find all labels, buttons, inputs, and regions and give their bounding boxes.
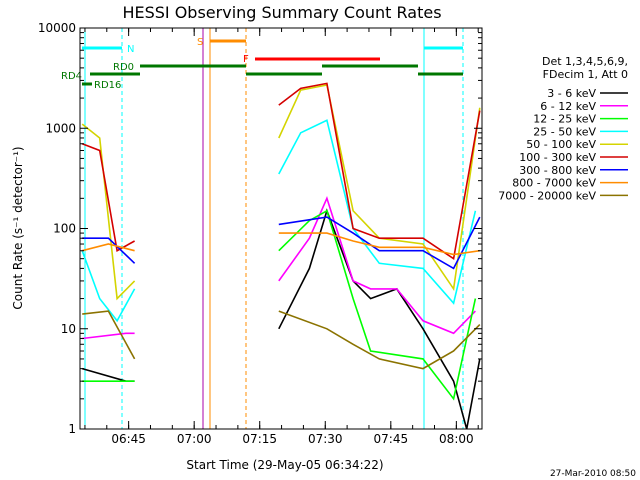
x-tick-label: 07:30 [308,432,343,446]
y-tick-label: 10 [61,322,76,336]
annotations: N S F RD4 RD0 RD16 [61,37,249,91]
legend-label: 50 - 100 keV [526,138,596,151]
series-line [81,123,136,301]
series-line [81,250,136,323]
series-line [82,243,135,252]
y-tick-label: 1 [68,422,76,436]
chart-title: HESSI Observing Summary Count Rates [122,3,441,22]
series-line [278,84,481,292]
legend-label: 25 - 50 keV [533,125,596,138]
annotation-rd4: RD4 [61,71,82,82]
series-line [82,310,136,360]
series-line [278,196,476,335]
series-line [278,232,480,256]
legend-header-1: Det 1,3,4,5,6,9, [542,55,628,68]
x-tick-label: 07:45 [374,432,409,446]
series-line [278,208,481,430]
x-tick-label: 07:15 [242,432,277,446]
x-tick-label: 06:45 [111,432,146,446]
x-axis-label: Start Time (29-May-05 06:34:22) [186,458,383,472]
series-line [81,143,135,252]
legend-label: 6 - 12 keV [540,100,596,113]
y-tick-label: 100 [53,222,76,236]
x-tick-label: 07:00 [177,432,212,446]
series-line [278,310,481,370]
legend: Det 1,3,4,5,6,9, FDecim 1, Att 0 3 - 6 k… [498,55,628,202]
series-lines [81,82,481,430]
legend-label: 7000 - 20000 keV [498,189,596,202]
plot-frame [79,27,483,430]
annotation-f: F [243,54,249,65]
x-tick-label: 08:00 [439,432,474,446]
y-axis-label: Count Rate (s⁻¹ detector⁻¹) [11,146,25,309]
legend-label: 800 - 7000 keV [512,177,596,190]
annotation-rd0: RD0 [113,62,134,73]
series-line [278,119,477,305]
status-bars [82,28,464,429]
legend-label: 12 - 25 keV [533,113,596,126]
legend-header-2: FDecim 1, Att 0 [543,68,628,81]
y-tick-label: 10000 [38,21,76,35]
footer-timestamp: 27-Mar-2010 08:50 [550,469,636,479]
axis-ticks: 06:45 07:00 07:15 07:30 07:45 08:00 1 10 100 1000… [38,21,482,446]
annotation-n: N [127,44,134,55]
series-line [81,367,135,383]
legend-label: 100 - 300 keV [519,151,596,164]
series-line [82,237,136,264]
annotation-rd16: RD16 [94,80,121,91]
annotation-s: S [197,37,203,48]
legend-label: 3 - 6 keV [547,87,596,100]
series-line [278,216,481,270]
legend-label: 300 - 800 keV [519,164,596,177]
series-line [82,332,135,340]
series-line [278,82,481,261]
y-tick-label: 1000 [45,121,76,135]
